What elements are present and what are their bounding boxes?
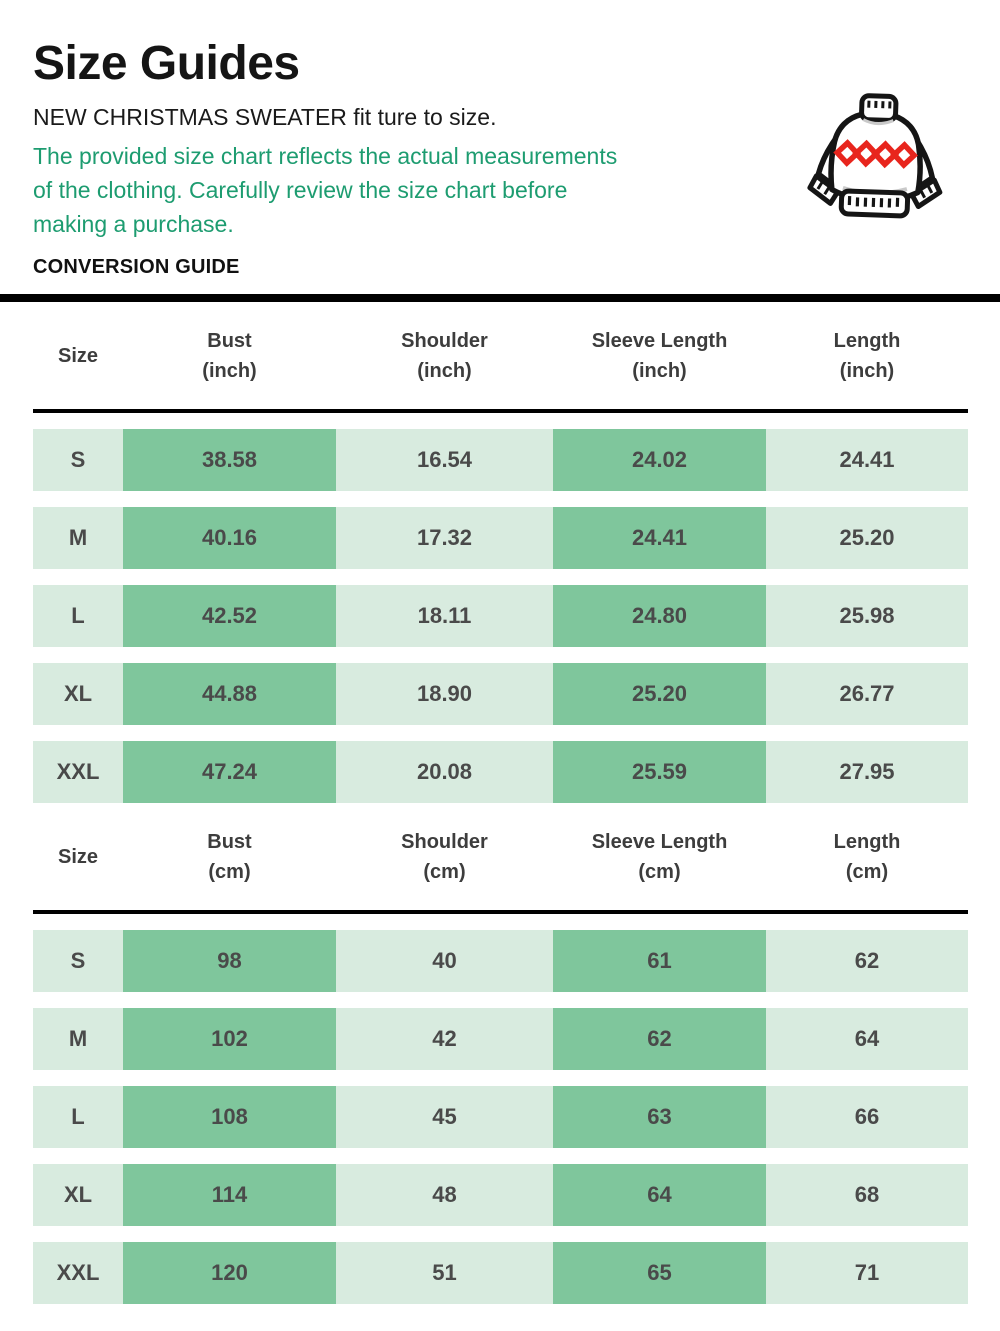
bust-cell: 108 [123,1086,336,1148]
table-row-xxl: XXL 120 51 65 71 [33,1242,968,1304]
table-row-xl: XL 44.88 18.90 25.20 26.77 [33,663,968,725]
size-cell: M [33,1008,123,1070]
sleeve-cell: 62 [553,1008,766,1070]
sleeve-cell: 24.02 [553,429,766,491]
christmas-sweater-icon [806,92,946,224]
subtitle-fit-note: NEW CHRISTMAS SWEATER fit ture to size. [33,104,497,130]
col-header-shoulder: Shoulder (inch) [401,329,488,382]
header-underline [33,910,968,914]
length-cell: 62 [766,930,968,992]
size-cell: M [33,507,123,569]
sleeve-cell: 25.20 [553,663,766,725]
shoulder-cell: 16.54 [336,429,553,491]
cm-table-header: Size Bust (cm) Shoulder (cm) Sleeve Leng… [33,803,968,910]
shoulder-cell: 20.08 [336,741,553,803]
size-cell: S [33,930,123,992]
size-table-inch: Size Bust (inch) Shoulder (inch) Sleeve … [33,302,968,803]
length-cell: 25.20 [766,507,968,569]
disclaimer-line-1: The provided size chart reflects the act… [33,143,618,169]
length-cell: 26.77 [766,663,968,725]
sleeve-cell: 63 [553,1086,766,1148]
shoulder-cell: 18.11 [336,585,553,647]
table-row-m: M 40.16 17.32 24.41 25.20 [33,507,968,569]
length-cell: 24.41 [766,429,968,491]
table-row-l: L 108 45 63 66 [33,1086,968,1148]
shoulder-cell: 42 [336,1008,553,1070]
size-cell: S [33,429,123,491]
bust-cell: 38.58 [123,429,336,491]
length-cell: 64 [766,1008,968,1070]
length-cell: 25.98 [766,585,968,647]
length-cell: 66 [766,1086,968,1148]
bust-cell: 47.24 [123,741,336,803]
header-section: Size Guides NEW CHRISTMAS SWEATER fit tu… [0,36,1000,280]
shoulder-cell: 48 [336,1164,553,1226]
inch-table-header: Size Bust (inch) Shoulder (inch) Sleeve … [33,302,968,409]
size-chart-disclaimer: The provided size chart reflects the act… [33,139,800,241]
length-cell: 71 [766,1242,968,1304]
length-cell: 27.95 [766,741,968,803]
shoulder-cell: 40 [336,930,553,992]
bust-cell: 42.52 [123,585,336,647]
disclaimer-line-3: making a purchase. [33,211,234,237]
sleeve-cell: 65 [553,1242,766,1304]
sleeve-cell: 24.41 [553,507,766,569]
bust-cell: 120 [123,1242,336,1304]
section-divider-bar [0,294,1000,302]
sleeve-cell: 24.80 [553,585,766,647]
size-cell: L [33,585,123,647]
col-header-sleeve-length: Sleeve Length (inch) [591,329,728,382]
sleeve-cell: 64 [553,1164,766,1226]
page-title: Size Guides [33,37,300,90]
size-cell: XL [33,1164,123,1226]
size-cell: L [33,1086,123,1148]
bust-cell: 44.88 [123,663,336,725]
bust-cell: 102 [123,1008,336,1070]
sleeve-cell: 25.59 [553,741,766,803]
table-row-xl: XL 114 48 64 68 [33,1164,968,1226]
disclaimer-line-2: of the clothing. Carefully review the si… [33,177,568,203]
conversion-guide-label: CONVERSION GUIDE [33,256,240,278]
col-header-length: Length (cm) [833,830,901,883]
header-underline [33,409,968,413]
shoulder-cell: 17.32 [336,507,553,569]
sleeve-cell: 61 [553,930,766,992]
col-header-length: Length (inch) [833,329,901,382]
bust-cell: 98 [123,930,336,992]
size-cell: XXL [33,1242,123,1304]
col-header-bust: Bust (cm) [207,830,252,883]
col-header-shoulder: Shoulder (cm) [401,830,488,883]
shoulder-cell: 51 [336,1242,553,1304]
bust-cell: 114 [123,1164,336,1226]
col-header-size: Size [57,344,99,367]
table-row-s: S 38.58 16.54 24.02 24.41 [33,429,968,491]
shoulder-cell: 18.90 [336,663,553,725]
length-cell: 68 [766,1164,968,1226]
col-header-sleeve-length: Sleeve Length (cm) [591,830,728,883]
bust-cell: 40.16 [123,507,336,569]
table-row-l: L 42.52 18.11 24.80 25.98 [33,585,968,647]
table-row-s: S 98 40 61 62 [33,930,968,992]
col-header-size: Size [57,845,99,868]
table-row-m: M 102 42 62 64 [33,1008,968,1070]
table-row-xxl: XXL 47.24 20.08 25.59 27.95 [33,741,968,803]
size-cell: XL [33,663,123,725]
col-header-bust: Bust (inch) [202,329,257,382]
size-table-cm: Size Bust (cm) Shoulder (cm) Sleeve Leng… [33,803,968,1304]
shoulder-cell: 45 [336,1086,553,1148]
size-cell: XXL [33,741,123,803]
